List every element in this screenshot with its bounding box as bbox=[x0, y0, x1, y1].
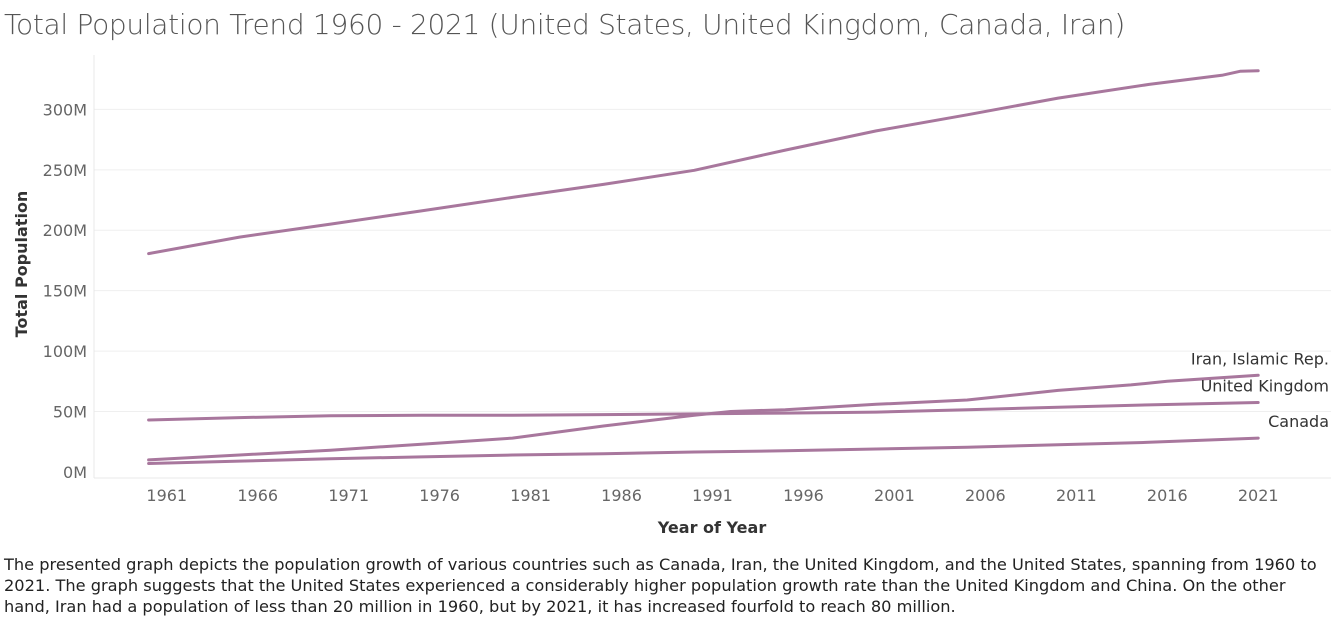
y-tick-label: 50M bbox=[53, 403, 87, 422]
x-tick-label: 1976 bbox=[419, 486, 460, 505]
x-tick-label: 2021 bbox=[1238, 486, 1279, 505]
series-label-iran-islamic-rep: Iran, Islamic Rep. bbox=[1191, 349, 1329, 368]
series-line-iran-islamic-rep bbox=[147, 373, 1260, 462]
x-tick-label: 1971 bbox=[328, 486, 369, 505]
x-tick-label: 1981 bbox=[510, 486, 551, 505]
x-tick-label: 1966 bbox=[237, 486, 278, 505]
x-axis-label: Year of Year bbox=[657, 518, 767, 537]
x-tick-label: 1991 bbox=[692, 486, 733, 505]
series-line-united-states bbox=[147, 69, 1260, 256]
chart-caption: The presented graph depicts the populati… bbox=[4, 555, 1317, 616]
chart-title: Total Population Trend 1960 - 2021 (Unit… bbox=[4, 8, 1125, 41]
x-tick-label: 2006 bbox=[965, 486, 1006, 505]
y-tick-label: 150M bbox=[43, 282, 87, 301]
y-tick-label: 100M bbox=[43, 342, 87, 361]
series-lines bbox=[147, 69, 1260, 465]
x-tick-label: 2001 bbox=[874, 486, 915, 505]
y-axis-label: Total Population bbox=[12, 191, 31, 338]
series-line-united-kingdom bbox=[147, 401, 1260, 422]
series-label-united-kingdom: United Kingdom bbox=[1201, 376, 1329, 395]
series-label-canada: Canada bbox=[1268, 412, 1329, 431]
x-tick-label: 2016 bbox=[1147, 486, 1188, 505]
series-labels: Iran, Islamic Rep. United Kingdom Canada bbox=[1191, 349, 1329, 431]
x-tick-label: 1996 bbox=[783, 486, 824, 505]
y-tick-label: 250M bbox=[43, 161, 87, 180]
series-line-canada bbox=[147, 436, 1260, 465]
y-tick-label: 200M bbox=[43, 221, 87, 240]
y-tick-label: 0M bbox=[63, 463, 87, 482]
x-axis-ticks: 1961 1966 1971 1976 1981 1986 1991 1996 2001 2006… bbox=[146, 486, 1278, 505]
y-tick-label: 300M bbox=[43, 100, 87, 119]
y-axis-ticks: 0M 50M 100M 150M 200M 250M 300M bbox=[43, 100, 87, 482]
x-tick-label: 2011 bbox=[1056, 486, 1097, 505]
gridlines bbox=[94, 108, 1331, 413]
x-tick-label: 1986 bbox=[601, 486, 642, 505]
x-tick-label: 1961 bbox=[146, 486, 187, 505]
